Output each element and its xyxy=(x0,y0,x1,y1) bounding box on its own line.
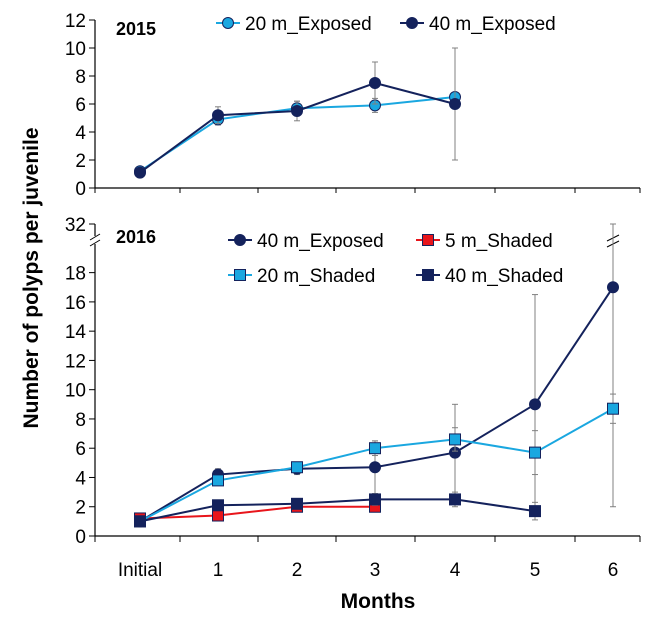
data-point xyxy=(134,515,146,528)
data-point xyxy=(212,509,224,522)
bottom-legend: 40 m_Exposed 5 m_Shaded 20 m_Shaded 40 m_Sh… xyxy=(228,231,563,287)
top-y-tick-label: 0 xyxy=(75,179,86,200)
legend-item-40-m-shaded: 40 m_Shaded xyxy=(416,266,563,287)
x-axis-title: Months xyxy=(341,590,416,613)
legend-item-20-m-exposed: 20 m_Exposed xyxy=(216,14,372,35)
data-point xyxy=(134,166,146,179)
top-y-tick-label: 4 xyxy=(75,123,86,144)
bottom-y-tick-label: 4 xyxy=(75,468,86,489)
x-tick-label: 6 xyxy=(608,560,619,581)
bottom-y-tick-label: 32 xyxy=(65,215,86,236)
data-point xyxy=(449,493,461,506)
data-point xyxy=(529,398,541,411)
bottom-y-tick-label: 18 xyxy=(65,264,86,285)
panel-2015: 0 2 4 6 8 10 12 2015 20 m_Exposed 40 m_Exposed xyxy=(65,11,640,200)
bottom-y-tick-label: 6 xyxy=(75,439,86,460)
legend-label: 20 m_Shaded xyxy=(257,266,375,287)
legend-item-5-m-shaded: 5 m_Shaded xyxy=(416,231,553,252)
series-line xyxy=(139,505,375,520)
x-tick-label: 4 xyxy=(450,560,461,581)
x-tick-label: 3 xyxy=(370,560,381,581)
bottom-y-tick-label: 14 xyxy=(65,322,87,343)
top-y-tick-label: 6 xyxy=(75,95,86,116)
bottom-y-tick-label: 16 xyxy=(65,293,86,314)
top-y-tick-label: 12 xyxy=(65,11,86,32)
bottom-series-20-m-shaded xyxy=(134,393,619,528)
top-panel-label: 2015 xyxy=(116,19,156,39)
data-point xyxy=(529,446,541,459)
data-point xyxy=(369,77,381,89)
data-point xyxy=(212,109,224,122)
data-point xyxy=(369,493,381,506)
legend-marker xyxy=(406,17,418,29)
axis-break-mark xyxy=(89,233,101,241)
x-tick-label: 2 xyxy=(292,560,303,581)
data-point xyxy=(212,499,224,512)
data-point xyxy=(607,281,619,294)
data-point xyxy=(212,474,224,487)
series-line xyxy=(139,81,456,174)
x-tick-label: 1 xyxy=(213,560,224,581)
legend-marker xyxy=(234,269,246,281)
bottom-y-tick-label: 0 xyxy=(75,527,86,548)
top-legend: 20 m_Exposed 40 m_Exposed xyxy=(216,14,556,35)
data-point xyxy=(607,402,619,415)
x-tick-label: 5 xyxy=(530,560,541,581)
bottom-panel-label: 2016 xyxy=(116,227,156,247)
y-axis-title: Number of polyps per juvenile xyxy=(20,127,43,428)
legend-item-20-m-shaded: 20 m_Shaded xyxy=(228,266,375,287)
x-tick-label: Initial xyxy=(118,560,162,581)
panel-2016: 0 2 4 6 8 10 12 14 16 18 32 2016 40 m_Exposed 5 m_Sha… xyxy=(65,215,640,548)
bottom-y-tick-label: 8 xyxy=(75,410,86,431)
top-y-tick-label: 10 xyxy=(65,39,86,60)
data-point xyxy=(529,505,541,518)
data-point xyxy=(369,461,381,474)
legend-item-40-m-exposed: 40 m_Exposed xyxy=(400,14,556,35)
top-series-40-m-exposed xyxy=(134,47,461,179)
top-y-tick-label: 8 xyxy=(75,67,86,88)
series-line xyxy=(139,498,536,523)
bottom-y-tick-label: 12 xyxy=(65,351,86,372)
bottom-y-tick-label: 10 xyxy=(65,381,86,402)
top-y-tick-label: 2 xyxy=(75,151,86,172)
legend-marker xyxy=(234,234,246,246)
data-point xyxy=(291,461,303,474)
legend-label: 40 m_Exposed xyxy=(429,14,556,35)
data-point xyxy=(291,497,303,510)
legend-item-40-m-exposed: 40 m_Exposed xyxy=(228,231,384,252)
series-line xyxy=(139,286,614,523)
legend-marker xyxy=(222,17,234,29)
bottom-series-40-m-shaded xyxy=(134,491,541,528)
legend-label: 20 m_Exposed xyxy=(245,14,372,35)
legend-label: 5 m_Shaded xyxy=(445,231,553,252)
data-point xyxy=(449,433,461,446)
legend-marker xyxy=(422,234,434,246)
axis-break-mark xyxy=(89,239,101,247)
data-point xyxy=(291,105,303,117)
bottom-y-tick-label: 2 xyxy=(75,498,86,519)
legend-label: 40 m_Exposed xyxy=(257,231,384,252)
data-point xyxy=(369,442,381,455)
data-point xyxy=(449,98,461,110)
shared-x-axis: Initial 1 2 3 4 5 6 xyxy=(94,188,641,581)
legend-marker xyxy=(422,269,434,281)
legend-label: 40 m_Shaded xyxy=(445,266,563,287)
